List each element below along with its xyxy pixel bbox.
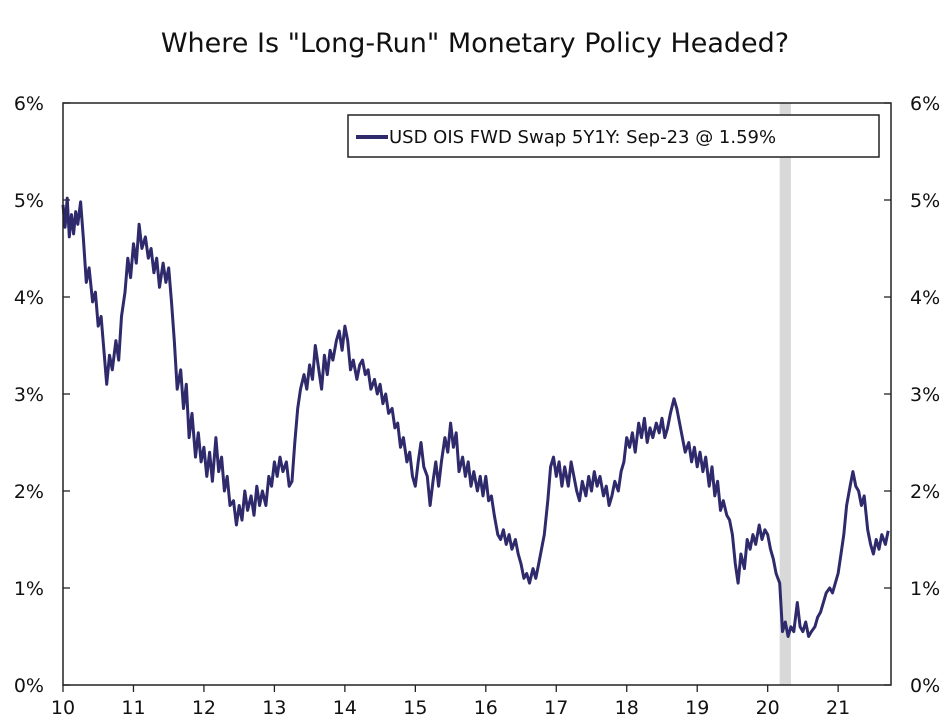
x-tick-label: 12 bbox=[192, 697, 216, 719]
x-tick-label: 10 bbox=[51, 697, 75, 719]
x-tick-label: 19 bbox=[685, 697, 709, 719]
shaded-period bbox=[779, 103, 791, 685]
series-line bbox=[61, 196, 890, 638]
x-tick-label: 20 bbox=[756, 697, 780, 719]
axis-tick-labels: 0% 0% 1% 1% 2% 2% 3% 3% 4% 4% 5% 5% 6% 6% 10 11 12 13 14 15… bbox=[14, 93, 940, 719]
y-tick-label-left: 2% bbox=[14, 481, 44, 503]
x-tick-label: 21 bbox=[826, 697, 850, 719]
legend: USD OIS FWD Swap 5Y1Y: Sep-23 @ 1.59% bbox=[347, 114, 880, 158]
legend-box bbox=[347, 114, 880, 158]
y-tick-label-right: 2% bbox=[910, 481, 940, 503]
y-tick-label-left: 1% bbox=[14, 578, 44, 600]
x-tick-label: 13 bbox=[262, 697, 286, 719]
x-tick-label: 11 bbox=[121, 697, 145, 719]
x-tick-label: 17 bbox=[544, 697, 568, 719]
y-tick-label-right: 1% bbox=[910, 578, 940, 600]
x-tick-label: 15 bbox=[403, 697, 427, 719]
chart-title: Where Is "Long-Run" Monetary Policy Head… bbox=[161, 28, 789, 59]
legend-entry: USD OIS FWD Swap 5Y1Y: Sep-23 @ 1.59% bbox=[389, 127, 776, 148]
y-tick-label-left: 0% bbox=[14, 675, 44, 697]
x-tick-label: 18 bbox=[615, 697, 639, 719]
y-tick-label-left: 6% bbox=[14, 93, 44, 115]
x-tick-label: 14 bbox=[333, 697, 357, 719]
y-tick-label-right: 0% bbox=[910, 675, 940, 697]
y-tick-label-right: 4% bbox=[910, 287, 940, 309]
plot-frame bbox=[62, 102, 892, 686]
y-tick-label-right: 5% bbox=[910, 190, 940, 212]
y-tick-label-left: 5% bbox=[14, 190, 44, 212]
y-tick-label-right: 3% bbox=[910, 384, 940, 406]
y-tick-label-left: 4% bbox=[14, 287, 44, 309]
y-tick-label-left: 3% bbox=[14, 384, 44, 406]
x-tick-label: 16 bbox=[474, 697, 498, 719]
y-tick-label-right: 6% bbox=[910, 93, 940, 115]
